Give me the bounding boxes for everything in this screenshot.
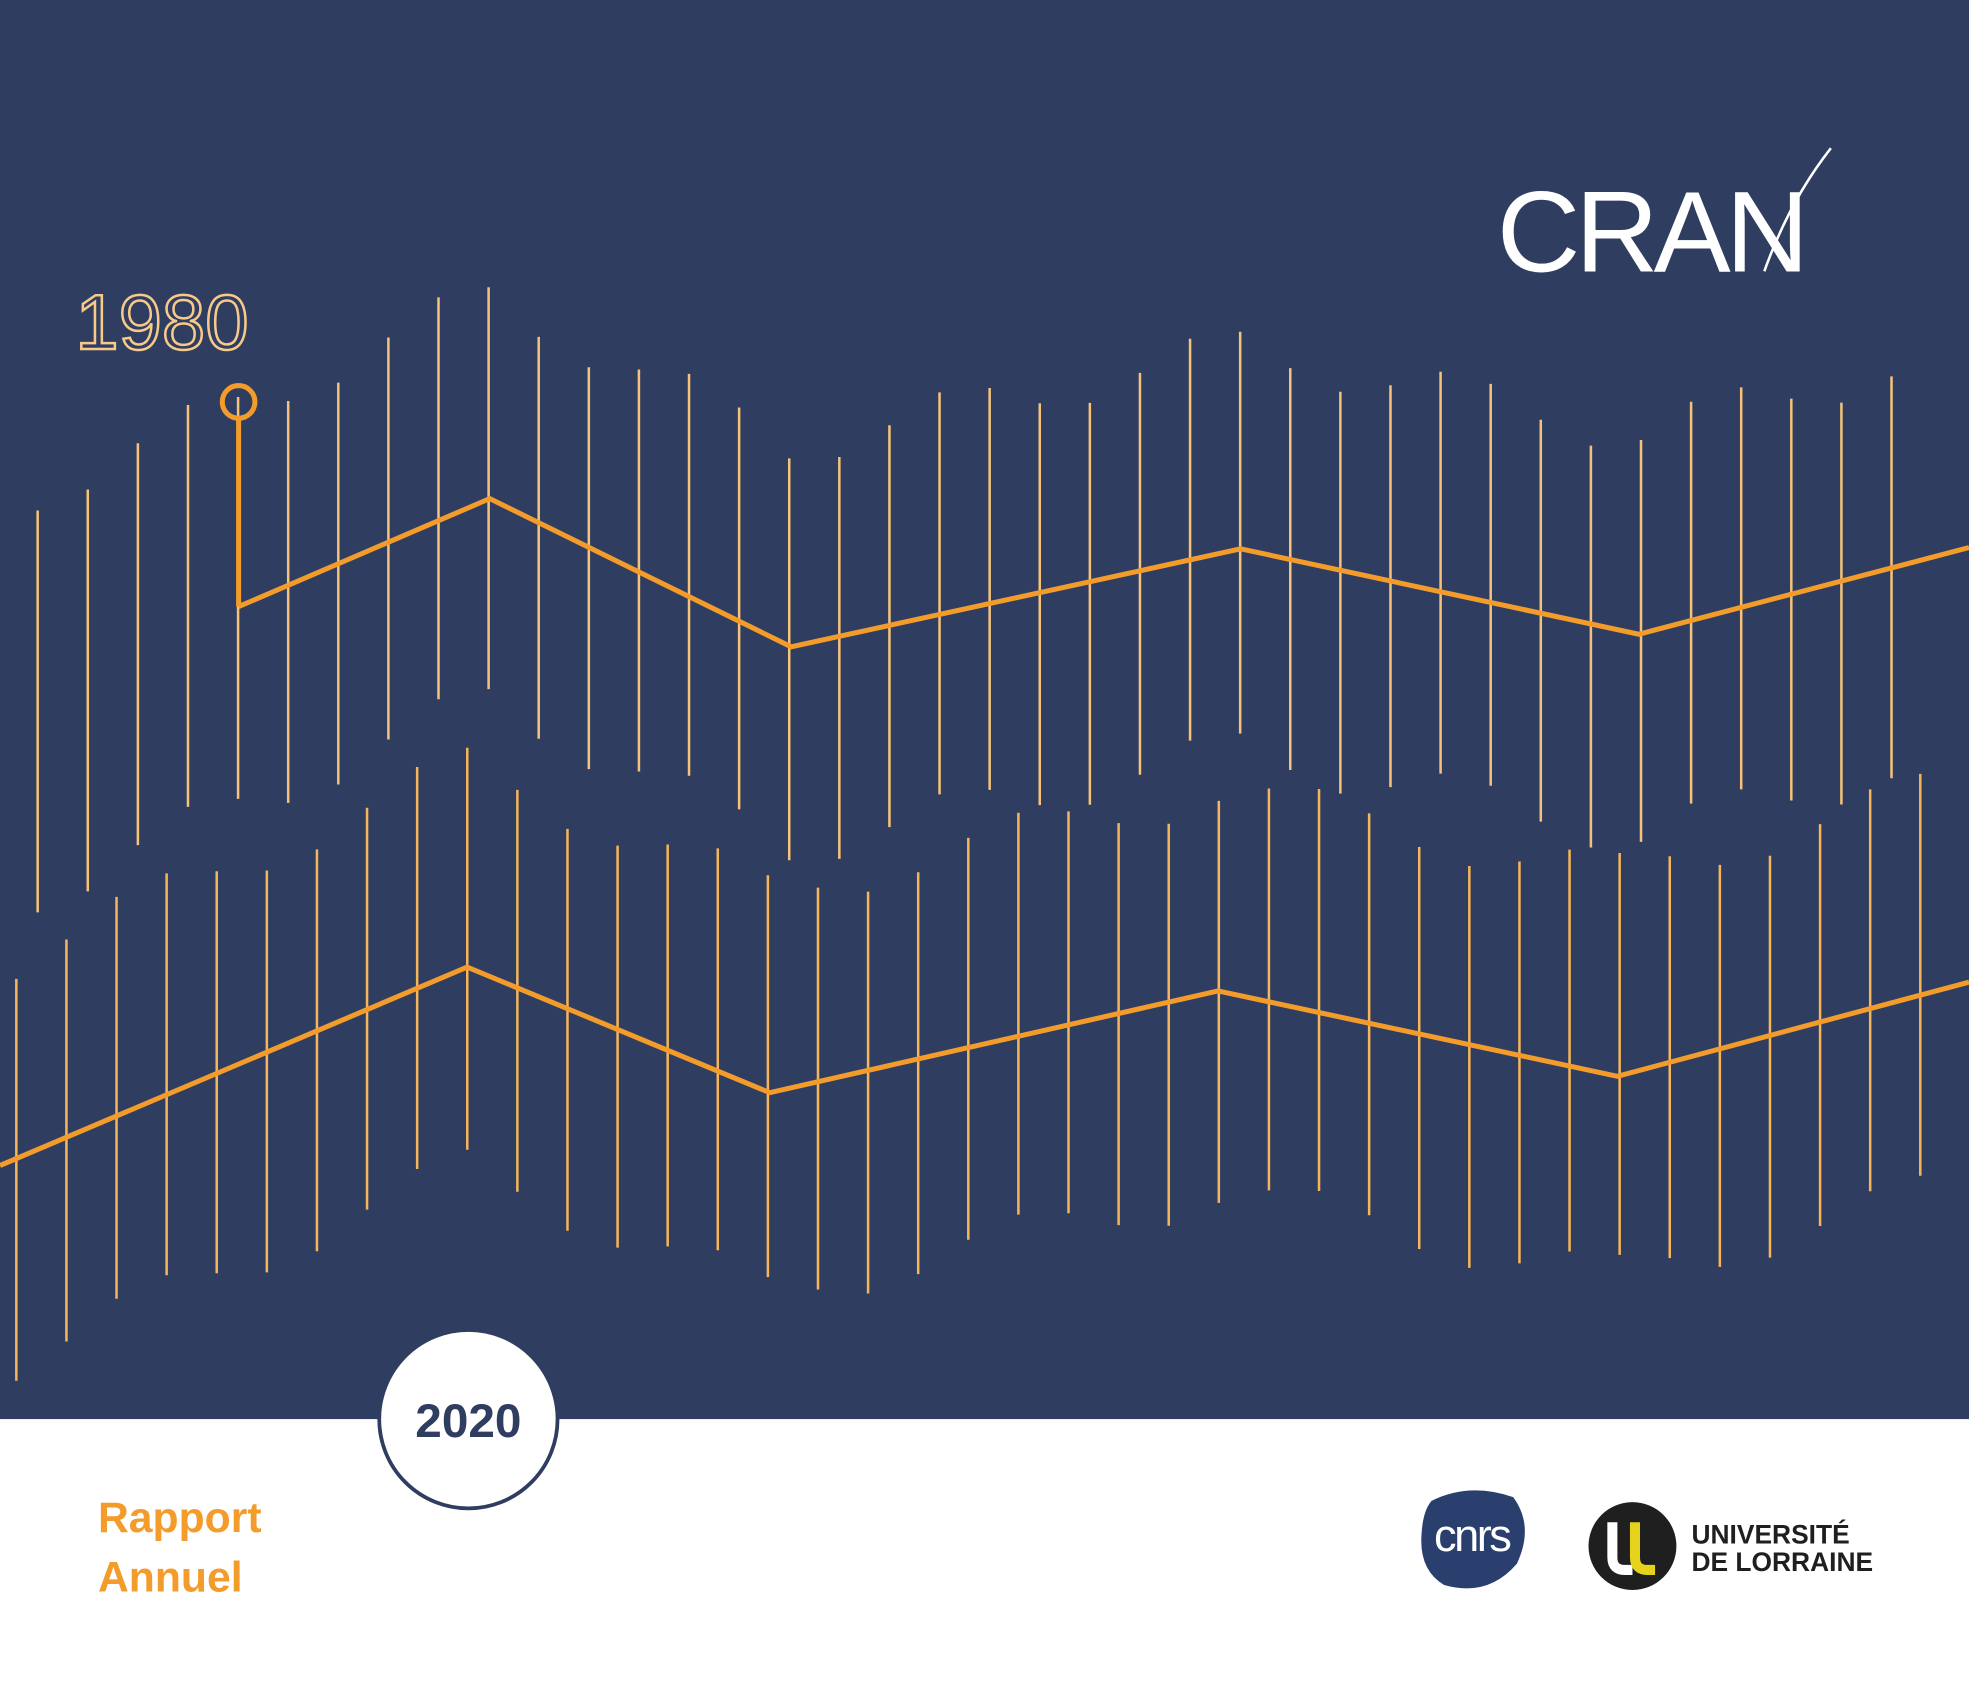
cran-logo-text: CRAN xyxy=(1497,167,1804,296)
year-badge xyxy=(377,1328,560,1511)
ul-logo-mark xyxy=(1629,1522,1656,1575)
cnrs-logo: cnrs xyxy=(1421,1490,1525,1589)
ul-logo: UNIVERSITÉ DE LORRAINE xyxy=(1588,1502,1873,1591)
timeline-start-dot xyxy=(219,383,258,421)
zigzag-line xyxy=(237,495,1969,650)
timeline-start-label: 1980 xyxy=(75,280,248,366)
ul-logo-text: DE LORRAINE xyxy=(1691,1547,1873,1577)
cran-logo: CRAN xyxy=(1497,147,1832,296)
title-line: Rapport xyxy=(98,1494,262,1542)
cran-logo-check xyxy=(1763,147,1832,272)
cnrs-logo-text: cnrs xyxy=(1434,1510,1510,1561)
decoration xyxy=(0,287,1969,1381)
cnrs-logo-shape xyxy=(1421,1490,1525,1589)
zigzag-line xyxy=(0,964,1969,1168)
ul-logo-mark xyxy=(1607,1522,1633,1575)
title-line: Annuel xyxy=(98,1553,243,1601)
ul-logo-text: UNIVERSITÉ xyxy=(1691,1520,1849,1550)
year-badge-label: 2020 xyxy=(415,1395,521,1448)
